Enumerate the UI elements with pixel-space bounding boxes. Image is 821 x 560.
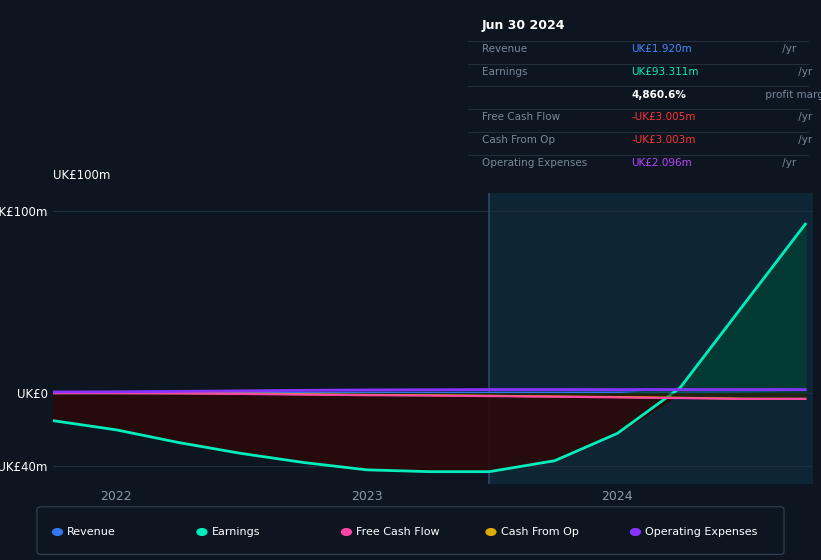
Text: Revenue: Revenue [67, 527, 116, 537]
Text: /yr: /yr [778, 158, 796, 168]
Text: /yr: /yr [795, 112, 812, 122]
Text: /yr: /yr [795, 67, 812, 77]
Text: Jun 30 2024: Jun 30 2024 [482, 20, 565, 32]
Text: Operating Expenses: Operating Expenses [482, 158, 587, 168]
Text: Revenue: Revenue [482, 44, 527, 54]
Text: UK£93.311m: UK£93.311m [631, 67, 699, 77]
Text: Operating Expenses: Operating Expenses [645, 527, 758, 537]
Bar [489, 193, 813, 484]
Text: Earnings: Earnings [212, 527, 260, 537]
Text: Free Cash Flow: Free Cash Flow [356, 527, 440, 537]
Text: UK£100m: UK£100m [53, 169, 111, 181]
Text: Cash From Op: Cash From Op [501, 527, 579, 537]
Text: UK£2.096m: UK£2.096m [631, 158, 692, 168]
Text: /yr: /yr [778, 44, 796, 54]
Text: -UK£3.003m: -UK£3.003m [631, 135, 696, 145]
Text: profit margin: profit margin [763, 90, 821, 100]
Text: Earnings: Earnings [482, 67, 527, 77]
Text: /yr: /yr [795, 135, 812, 145]
Text: UK£1.920m: UK£1.920m [631, 44, 692, 54]
Text: Cash From Op: Cash From Op [482, 135, 555, 145]
Text: 4,860.6%: 4,860.6% [631, 90, 686, 100]
Text: -UK£3.005m: -UK£3.005m [631, 112, 696, 122]
Text: Free Cash Flow: Free Cash Flow [482, 112, 560, 122]
